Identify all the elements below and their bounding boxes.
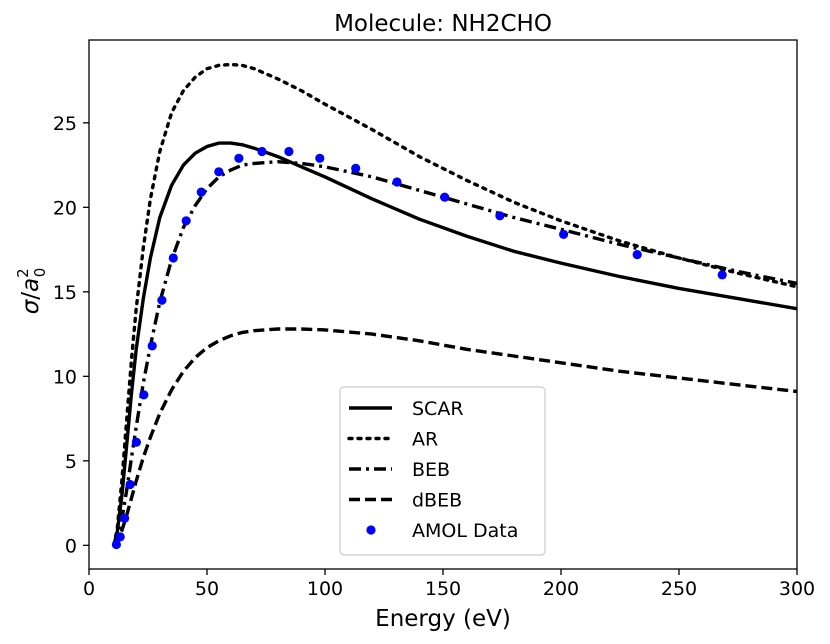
legend-label-scar: SCAR	[412, 398, 464, 420]
legend-label-beb: BEB	[412, 459, 450, 481]
data-point	[214, 167, 224, 177]
axes: 0 50 100 150 200 250 300 0 5 10 15 20 25	[53, 39, 815, 600]
series-line-dbeb	[112, 327, 797, 547]
data-point	[111, 539, 121, 550]
x-tick-label: 100	[307, 578, 343, 600]
chart-title: Molecule: NH2CHO	[334, 11, 552, 37]
x-axis-title: Energy (eV)	[375, 606, 511, 632]
data-point	[120, 513, 130, 523]
y-tick-label: 15	[53, 282, 77, 304]
x-tick-label: 0	[83, 578, 95, 600]
data-point	[257, 146, 267, 157]
legend-box	[339, 386, 546, 556]
svg-text:σ/a20: σ/a20	[14, 268, 49, 315]
data-point	[495, 211, 505, 221]
data-point	[147, 341, 157, 351]
x-tick-label: 150	[425, 578, 461, 600]
legend-label-amol-data: AMOL Data	[412, 520, 518, 542]
data-point	[168, 253, 178, 263]
data-point	[392, 177, 402, 187]
data-point	[351, 163, 361, 173]
data-point	[234, 153, 244, 163]
y-tick-label: 20	[53, 197, 77, 219]
x-tick-label: 50	[195, 578, 219, 600]
legend: SCAR AR BEB dBEB AMOL Data	[339, 386, 546, 556]
data-point	[157, 295, 167, 305]
x-tick-label: 200	[543, 578, 579, 600]
data-point	[139, 390, 149, 400]
data-point	[115, 532, 125, 542]
data-point	[717, 270, 727, 280]
y-tick-label: 0	[65, 535, 77, 557]
data-point	[181, 216, 191, 226]
data-point	[632, 250, 642, 260]
x-tick-label: 250	[661, 578, 697, 600]
data-point	[131, 437, 141, 447]
data-point	[315, 153, 325, 163]
data-point	[196, 187, 206, 197]
y-tick-label: 10	[53, 366, 77, 388]
data-point	[125, 479, 135, 490]
plot-area	[111, 62, 797, 550]
data-point	[284, 146, 294, 157]
series-line-beb	[112, 160, 797, 547]
y-axis-title: σ/a20	[14, 268, 49, 315]
y-tick-label: 5	[65, 451, 77, 473]
x-tick-label: 300	[779, 578, 815, 600]
legend-label-dbeb: dBEB	[412, 490, 462, 512]
series-line-scar	[112, 141, 797, 546]
legend-label-ar: AR	[412, 429, 438, 451]
y-tick-label: 25	[53, 113, 77, 135]
data-point	[559, 229, 569, 239]
data-point	[440, 192, 450, 202]
legend-marker-amol-data	[366, 525, 376, 535]
